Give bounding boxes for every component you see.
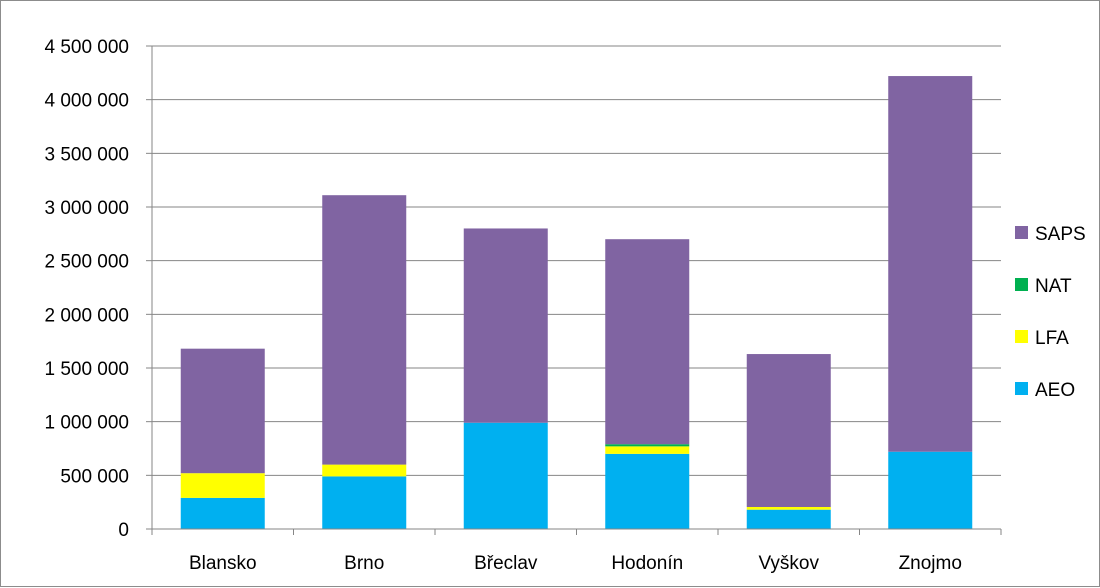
x-tick-label: Hodonín [611,553,683,574]
bar-segment-nat [605,444,690,447]
bar-segment-aeo [463,422,548,529]
bar-segment-lfa [180,473,265,498]
bar-segment-aeo [180,497,265,529]
legend: SAPS NAT LFA AEO [1015,224,1086,401]
y-tick-label: 3 500 000 [44,144,129,165]
legend-swatch-aeo [1015,382,1028,395]
y-tick-label: 500 000 [60,466,129,487]
x-tick-labels: Blansko Brno Břeclav Hodonín Vyškov Znojmo [189,553,962,574]
legend-swatch-lfa [1015,330,1028,343]
x-tick-label: Břeclav [474,553,538,574]
y-tick-label: 1 500 000 [44,359,129,380]
legend-label-aeo: AEO [1035,380,1075,401]
bar-segment-aeo [605,453,690,529]
bar-segment-saps [605,239,690,445]
bar-segment-saps [180,348,265,474]
legend-swatch-nat [1015,278,1028,291]
bar-segment-saps [746,354,831,507]
bar-segment-lfa [605,446,690,454]
bar-segment-saps [463,228,548,423]
x-tick-label: Brno [344,553,384,574]
bars [180,76,973,529]
bar-segment-lfa [746,506,831,510]
bar-segment-aeo [746,509,831,529]
y-tick-label: 2 000 000 [44,305,129,326]
axes [146,45,1002,535]
x-tick-label: Vyškov [758,553,819,574]
y-tick-label: 1 000 000 [44,413,129,434]
y-tick-label: 3 000 000 [44,198,129,219]
bar-segment-saps [322,195,407,465]
bar-segment-lfa [322,464,407,477]
y-tick-labels: 0 500 000 1 000 000 1 500 000 2 000 000 2 500… [44,37,129,541]
legend-label-saps: SAPS [1035,224,1086,245]
bar-segment-saps [888,76,973,452]
legend-label-lfa: LFA [1035,328,1069,349]
x-tick-label: Znojmo [899,553,962,574]
y-tick-label: 2 500 000 [44,252,129,273]
x-tick-label: Blansko [189,553,257,574]
gridlines [152,45,1001,476]
y-tick-label: 4 500 000 [44,37,129,58]
bar-segment-aeo [888,451,973,529]
bar-segment-aeo [322,476,407,529]
legend-label-nat: NAT [1035,276,1072,297]
y-tick-label: 4 000 000 [44,91,129,112]
y-tick-label: 0 [118,520,129,541]
legend-swatch-saps [1015,226,1028,239]
